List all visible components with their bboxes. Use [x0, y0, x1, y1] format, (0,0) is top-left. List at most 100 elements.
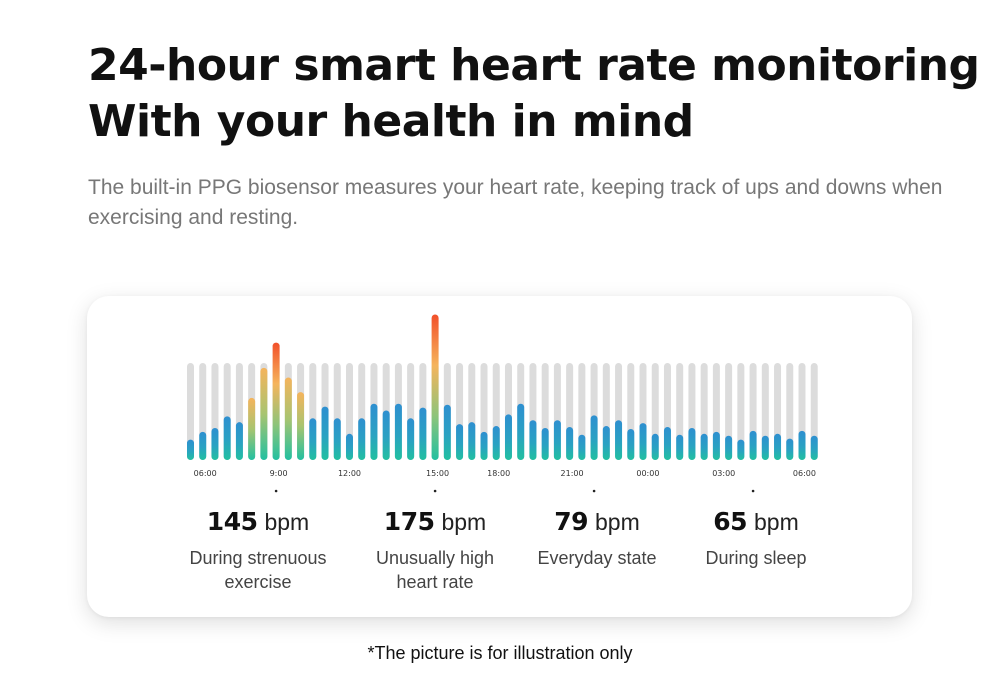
bars — [187, 314, 818, 460]
heart-rate-bar — [651, 433, 659, 460]
heart-rate-bar — [639, 423, 647, 460]
x-tick-label: 21:00 — [561, 469, 584, 478]
heart-rate-bar — [272, 342, 280, 460]
heart-rate-bar — [615, 420, 623, 460]
bar-track — [737, 363, 745, 460]
heart-rate-bar — [761, 435, 769, 460]
heart-rate-bar — [419, 407, 427, 460]
x-tick-label: 06:00 — [194, 469, 217, 478]
bar-track — [810, 363, 818, 460]
bar-track — [786, 363, 794, 460]
heart-rate-bar — [407, 418, 415, 460]
stat-value: 79 bpm — [497, 502, 697, 542]
stat-number: 175 — [383, 507, 435, 536]
stat-value: 65 bpm — [656, 502, 856, 542]
bar-track — [725, 363, 733, 460]
heart-rate-bar — [394, 403, 402, 460]
heart-rate-bar — [541, 427, 549, 460]
x-tick-label: 18:00 — [487, 469, 510, 478]
heart-rate-bar — [456, 424, 464, 460]
x-tick-label: 00:00 — [636, 469, 659, 478]
heart-rate-bar — [504, 414, 512, 460]
heart-rate-bar — [749, 430, 757, 460]
x-axis-ticks: 06:00 9:00 12:00 15:00 18:00 21:00 00:00 03:00 0… — [194, 469, 816, 478]
headline: 24-hour smart heart rate monitoring With… — [88, 38, 980, 150]
footnote: *The picture is for illustration only — [367, 643, 633, 663]
heart-rate-bar — [260, 367, 268, 460]
heart-rate-bar — [235, 422, 243, 460]
heart-rate-bar — [248, 397, 256, 460]
heart-rate-bar — [712, 431, 720, 460]
heart-rate-bar — [199, 431, 207, 460]
heart-rate-bar — [566, 427, 574, 460]
subtitle: The built-in PPG biosensor measures your… — [88, 176, 943, 229]
heart-rate-bar — [382, 410, 390, 460]
heart-rate-bar — [688, 427, 696, 460]
marker-dot — [274, 489, 278, 493]
stat-unit: bpm — [595, 509, 640, 535]
heart-rate-bar — [309, 418, 317, 460]
heart-rate-bar — [676, 434, 684, 460]
heart-rate-bar — [786, 438, 794, 460]
x-tick-label: 03:00 — [712, 469, 735, 478]
heart-rate-bar — [223, 416, 231, 460]
headline-line-2: With your health in mind — [88, 96, 694, 147]
stat-unit: bpm — [754, 509, 799, 535]
heart-rate-bar — [431, 314, 439, 460]
heart-rate-bar — [211, 427, 219, 460]
stat-number: 145 — [206, 507, 258, 536]
stat-number: 79 — [554, 507, 589, 536]
stat-description: Unusually high heart rate — [335, 546, 535, 594]
stat-description-line: heart rate — [396, 572, 474, 592]
heart-rate-bar — [602, 426, 610, 460]
x-tick-label: 06:00 — [793, 469, 816, 478]
heart-rate-bar — [517, 403, 525, 460]
stat-description-line: During strenuous — [189, 548, 327, 568]
heart-rate-bar — [321, 406, 329, 460]
stat-description-line: exercise — [224, 572, 292, 592]
heart-rate-bar — [529, 420, 537, 460]
marker-dot — [433, 489, 437, 493]
x-tick-label: 15:00 — [426, 469, 449, 478]
heart-rate-bar — [725, 435, 733, 460]
heart-rate-bar — [480, 431, 488, 460]
heart-rate-bar — [468, 422, 476, 460]
heart-rate-bar — [443, 404, 451, 460]
stat-unit: bpm — [264, 509, 310, 535]
stat-value: 175 bpm — [335, 502, 535, 542]
stat-sleep: 65 bpm During sleep — [656, 502, 856, 570]
bar-track — [187, 363, 194, 460]
heart-rate-bar — [345, 433, 353, 460]
heart-rate-bar — [737, 439, 745, 460]
stat-number: 65 — [713, 507, 748, 536]
stat-description-line: During sleep — [705, 548, 807, 568]
stat-description: Everyday state — [497, 546, 697, 570]
stat-description: During strenuous exercise — [158, 546, 358, 594]
stat-description: During sleep — [656, 546, 856, 570]
x-tick-label: 12:00 — [338, 469, 361, 478]
x-tick-label: 9:00 — [270, 469, 288, 478]
heart-rate-bar — [810, 435, 818, 460]
heart-rate-bar — [358, 418, 366, 460]
headline-line-1: 24-hour smart heart rate monitoring — [88, 40, 980, 91]
heart-rate-bar — [333, 418, 341, 460]
heart-rate-bar — [663, 427, 671, 460]
markers — [274, 489, 755, 493]
heart-rate-bar — [370, 403, 378, 460]
stat-everyday: 79 bpm Everyday state — [497, 502, 697, 570]
heart-rate-bar — [774, 433, 782, 460]
marker-dot — [592, 489, 596, 493]
heart-rate-bar — [700, 433, 708, 460]
stat-strenuous-exercise: 145 bpm During strenuous exercise — [158, 502, 358, 594]
stat-description-line: Unusually high — [375, 548, 495, 568]
heart-rate-bar — [590, 415, 598, 460]
heart-rate-bar — [187, 439, 194, 460]
stat-value: 145 bpm — [158, 502, 358, 542]
stat-high-heart-rate: 175 bpm Unusually high heart rate — [335, 502, 535, 594]
heart-rate-bar — [297, 392, 305, 460]
heart-rate-bar — [578, 434, 586, 460]
heart-rate-bar — [553, 420, 561, 460]
heart-rate-bar — [627, 428, 635, 460]
bar-track — [761, 363, 769, 460]
